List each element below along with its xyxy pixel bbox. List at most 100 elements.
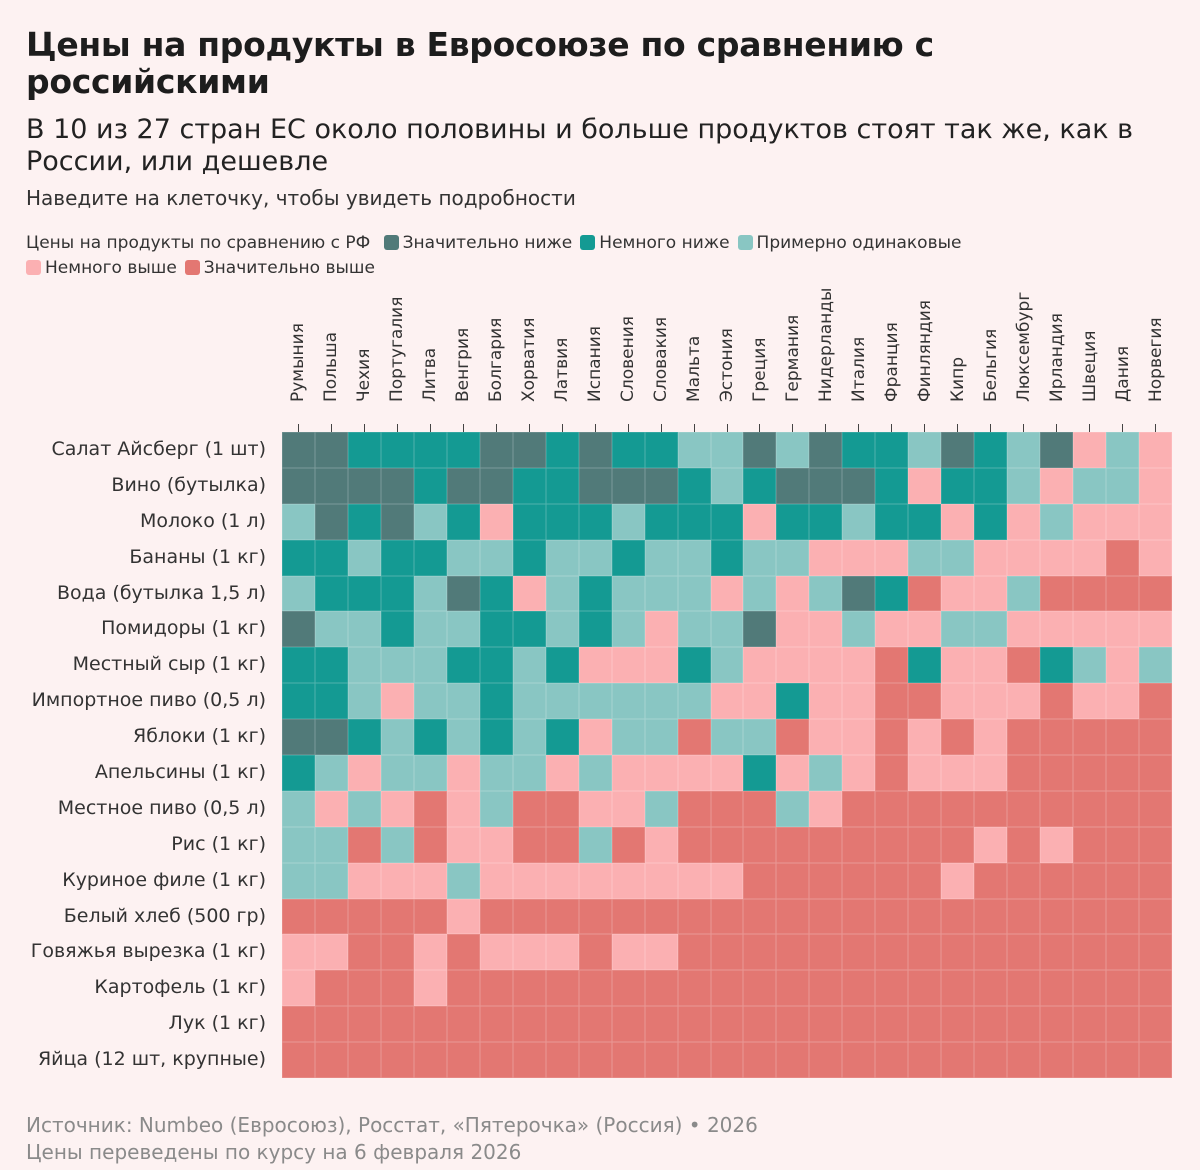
- heatmap-cell[interactable]: [809, 862, 843, 899]
- heatmap-cell[interactable]: [1007, 898, 1041, 935]
- heatmap-cell[interactable]: [809, 503, 843, 540]
- heatmap-cell[interactable]: [314, 970, 348, 1007]
- heatmap-cell[interactable]: [974, 862, 1008, 899]
- heatmap-cell[interactable]: [1040, 755, 1074, 791]
- heatmap-cell[interactable]: [809, 934, 843, 971]
- heatmap-cell[interactable]: [1040, 934, 1074, 971]
- heatmap-cell[interactable]: [611, 539, 645, 576]
- heatmap-cell[interactable]: [677, 755, 711, 791]
- heatmap-cell[interactable]: [743, 683, 777, 720]
- heatmap-cell[interactable]: [974, 826, 1008, 863]
- heatmap-cell[interactable]: [743, 790, 777, 827]
- heatmap-cell[interactable]: [941, 826, 975, 863]
- heatmap-cell[interactable]: [1139, 719, 1172, 755]
- heatmap-cell[interactable]: [446, 683, 480, 720]
- heatmap-cell[interactable]: [479, 611, 513, 648]
- heatmap-cell[interactable]: [1106, 432, 1140, 468]
- heatmap-cell[interactable]: [1040, 467, 1074, 504]
- heatmap-cell[interactable]: [380, 467, 414, 504]
- heatmap-cell[interactable]: [446, 862, 480, 899]
- heatmap-cell[interactable]: [282, 647, 315, 684]
- heatmap-cell[interactable]: [545, 575, 579, 612]
- heatmap-cell[interactable]: [1073, 647, 1107, 684]
- heatmap-cell[interactable]: [578, 934, 612, 971]
- heatmap-cell[interactable]: [282, 432, 315, 468]
- heatmap-cell[interactable]: [974, 503, 1008, 540]
- heatmap-cell[interactable]: [842, 755, 876, 791]
- heatmap-cell[interactable]: [1106, 467, 1140, 504]
- heatmap-cell[interactable]: [479, 790, 513, 827]
- heatmap-cell[interactable]: [644, 719, 678, 755]
- heatmap-cell[interactable]: [347, 898, 381, 935]
- heatmap-cell[interactable]: [842, 790, 876, 827]
- heatmap-cell[interactable]: [842, 611, 876, 648]
- heatmap-cell[interactable]: [282, 898, 315, 935]
- heatmap-cell[interactable]: [446, 1006, 480, 1043]
- heatmap-cell[interactable]: [743, 826, 777, 863]
- heatmap-cell[interactable]: [875, 719, 909, 755]
- heatmap-cell[interactable]: [1040, 683, 1074, 720]
- heatmap-cell[interactable]: [875, 970, 909, 1007]
- heatmap-cell[interactable]: [1040, 719, 1074, 755]
- heatmap-cell[interactable]: [1073, 575, 1107, 612]
- heatmap-cell[interactable]: [282, 970, 315, 1007]
- heatmap-cell[interactable]: [974, 575, 1008, 612]
- heatmap-cell[interactable]: [908, 826, 942, 863]
- heatmap-cell[interactable]: [776, 503, 810, 540]
- heatmap-cell[interactable]: [446, 432, 480, 468]
- heatmap-cell[interactable]: [1139, 647, 1172, 684]
- heatmap-cell[interactable]: [941, 1042, 975, 1078]
- heatmap-cell[interactable]: [479, 898, 513, 935]
- heatmap-cell[interactable]: [776, 575, 810, 612]
- heatmap-cell[interactable]: [413, 970, 447, 1007]
- heatmap-cell[interactable]: [644, 1042, 678, 1078]
- heatmap-cell[interactable]: [282, 934, 315, 971]
- heatmap-cell[interactable]: [314, 1006, 348, 1043]
- heatmap-cell[interactable]: [380, 898, 414, 935]
- heatmap-cell[interactable]: [842, 539, 876, 576]
- heatmap-cell[interactable]: [1106, 934, 1140, 971]
- heatmap-cell[interactable]: [380, 575, 414, 612]
- heatmap-cell[interactable]: [875, 467, 909, 504]
- heatmap-cell[interactable]: [314, 503, 348, 540]
- heatmap-cell[interactable]: [545, 683, 579, 720]
- heatmap-cell[interactable]: [776, 1006, 810, 1043]
- heatmap-cell[interactable]: [380, 934, 414, 971]
- heatmap-cell[interactable]: [512, 790, 546, 827]
- heatmap-cell[interactable]: [1040, 898, 1074, 935]
- heatmap-cell[interactable]: [677, 575, 711, 612]
- heatmap-cell[interactable]: [875, 575, 909, 612]
- heatmap-cell[interactable]: [1106, 898, 1140, 935]
- heatmap-cell[interactable]: [743, 503, 777, 540]
- heatmap-cell[interactable]: [479, 970, 513, 1007]
- heatmap-cell[interactable]: [347, 683, 381, 720]
- heatmap-cell[interactable]: [875, 790, 909, 827]
- heatmap-cell[interactable]: [842, 503, 876, 540]
- heatmap-cell[interactable]: [1139, 575, 1172, 612]
- heatmap-cell[interactable]: [413, 934, 447, 971]
- heatmap-cell[interactable]: [512, 575, 546, 612]
- heatmap-cell[interactable]: [776, 970, 810, 1007]
- heatmap-cell[interactable]: [1007, 1042, 1041, 1078]
- heatmap-cell[interactable]: [611, 575, 645, 612]
- heatmap-cell[interactable]: [446, 898, 480, 935]
- heatmap-cell[interactable]: [974, 719, 1008, 755]
- heatmap-cell[interactable]: [710, 539, 744, 576]
- heatmap-cell[interactable]: [1139, 790, 1172, 827]
- heatmap-cell[interactable]: [314, 467, 348, 504]
- heatmap-cell[interactable]: [710, 683, 744, 720]
- heatmap-cell[interactable]: [347, 467, 381, 504]
- heatmap-cell[interactable]: [282, 503, 315, 540]
- heatmap-cell[interactable]: [974, 647, 1008, 684]
- heatmap-cell[interactable]: [1073, 467, 1107, 504]
- heatmap-cell[interactable]: [380, 719, 414, 755]
- heatmap-cell[interactable]: [545, 539, 579, 576]
- heatmap-cell[interactable]: [413, 898, 447, 935]
- heatmap-cell[interactable]: [611, 719, 645, 755]
- heatmap-cell[interactable]: [413, 755, 447, 791]
- heatmap-cell[interactable]: [743, 539, 777, 576]
- heatmap-cell[interactable]: [1106, 790, 1140, 827]
- heatmap-cell[interactable]: [1073, 683, 1107, 720]
- heatmap-cell[interactable]: [941, 683, 975, 720]
- heatmap-cell[interactable]: [941, 539, 975, 576]
